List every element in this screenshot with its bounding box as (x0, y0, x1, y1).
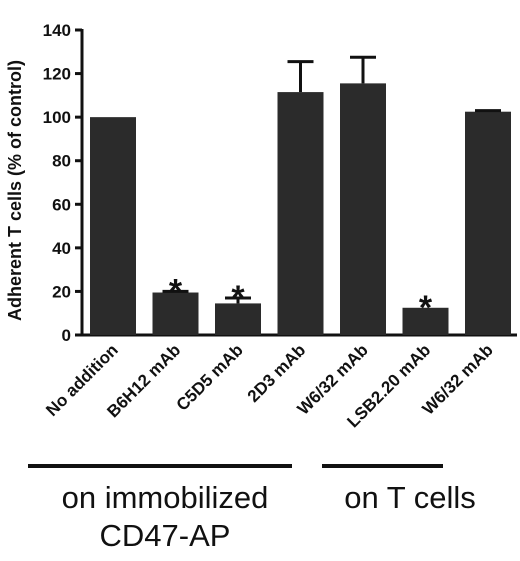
significance-marker: * (169, 272, 183, 310)
group-label-t-cells-line-1: on T cells (344, 480, 476, 515)
group-underline-t-cells (322, 464, 443, 468)
bar (277, 92, 324, 335)
y-tick-label: 0 (62, 326, 71, 345)
bar (465, 111, 511, 335)
significance-marker: * (419, 289, 433, 327)
significance-marker: * (231, 279, 245, 317)
x-category-label: 2D3 mAb (244, 340, 310, 406)
group-label-immobilized-line-1: on immobilized (61, 480, 269, 515)
bar (215, 303, 261, 335)
y-tick-label: 140 (43, 21, 71, 40)
bar (402, 307, 449, 335)
y-tick-label: 60 (52, 195, 71, 214)
bar (152, 292, 199, 335)
bar (340, 83, 386, 335)
group-label-immobilized: on immobilized CD47-AP (20, 479, 310, 555)
group-label-t-cells: on T cells (310, 479, 510, 517)
y-axis-title: Adherent T cells (% of control) (5, 60, 25, 321)
group-label-immobilized-line-2: CD47-AP (99, 518, 231, 553)
bar (90, 117, 136, 336)
x-category-label: C5D5 mAb (173, 340, 247, 414)
y-tick-label: 100 (43, 108, 71, 127)
bar-chart: 0 20 40 60 80 100 120 140 Adherent T cells (% of… (5, 21, 517, 431)
y-tick-label: 120 (43, 65, 71, 84)
y-tick-label: 80 (52, 152, 71, 171)
y-tick-label: 20 (52, 282, 71, 301)
group-underline-immobilized (28, 464, 292, 468)
y-tick-label: 40 (52, 239, 71, 258)
